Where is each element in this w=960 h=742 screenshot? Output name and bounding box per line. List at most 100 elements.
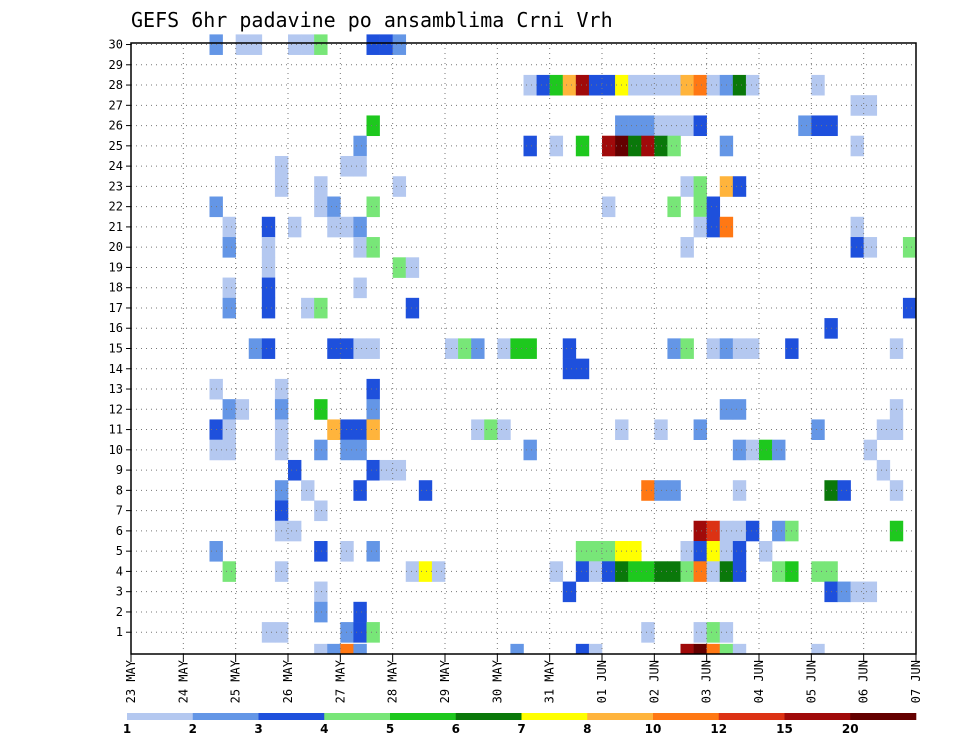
heatmap-cell <box>693 74 707 96</box>
heatmap-cell <box>523 439 537 461</box>
heatmap-cell <box>732 338 747 359</box>
heatmap-cell <box>902 237 917 258</box>
heatmap-cell <box>353 601 367 623</box>
heatmap-cell <box>706 622 721 643</box>
y-tick-label: 5 <box>116 544 123 558</box>
heatmap-cell <box>353 439 367 461</box>
colorbar-swatch <box>521 713 588 720</box>
y-tick-label: 9 <box>116 463 123 477</box>
x-tick-label: 07 JUN <box>909 660 923 703</box>
heatmap-cell <box>575 135 590 157</box>
heatmap-cell <box>327 419 341 440</box>
heatmap-cell <box>706 216 721 238</box>
heatmap-cell <box>706 541 721 562</box>
x-tick-label: 24 MAY <box>176 659 190 703</box>
x-tick-label: 28 MAY <box>386 659 400 703</box>
heatmap-cell <box>680 541 694 562</box>
x-tick-label: 23 MAY <box>124 659 138 703</box>
heatmap-cell <box>314 601 328 623</box>
heatmap-cell <box>261 237 276 258</box>
heatmap-cell <box>392 459 407 481</box>
heatmap-cell <box>693 176 707 197</box>
heatmap-cell <box>641 622 655 643</box>
heatmap-cell <box>301 34 315 55</box>
heatmap-cell <box>863 439 878 461</box>
heatmap-cell <box>261 297 276 319</box>
heatmap-cell <box>745 74 760 96</box>
x-tick-label: 27 MAY <box>333 659 347 703</box>
y-tick-label: 14 <box>109 362 123 376</box>
heatmap-cell <box>340 622 354 643</box>
heatmap-cell <box>261 277 276 299</box>
heatmap-cell <box>392 176 407 197</box>
heatmap-cell <box>667 115 681 137</box>
y-tick-label: 4 <box>116 564 123 578</box>
heatmap-cell <box>314 541 328 562</box>
heatmap-cell <box>693 216 707 238</box>
heatmap-cell <box>680 115 694 137</box>
heatmap-cell <box>680 338 694 359</box>
colorbar-label: 5 <box>386 722 394 736</box>
heatmap-cell <box>732 480 747 501</box>
y-tick-label: 27 <box>109 98 123 112</box>
heatmap-cell <box>628 561 642 582</box>
heatmap-cell <box>850 216 864 238</box>
colorbar-label: 15 <box>776 722 793 736</box>
heatmap-cell <box>706 561 721 582</box>
heatmap-cell <box>628 74 642 96</box>
heatmap-cell <box>510 643 524 655</box>
heatmap-cell <box>732 439 747 461</box>
heatmap-cell <box>811 561 825 582</box>
heatmap-cell <box>405 561 420 582</box>
heatmap-cell <box>366 541 380 562</box>
y-tick-label: 7 <box>116 504 123 518</box>
heatmap-cell <box>667 135 681 157</box>
heatmap-cell <box>863 237 878 258</box>
colorbar-label: 3 <box>254 722 262 736</box>
heatmap-cell <box>222 439 236 461</box>
colorbar-swatch <box>653 713 720 720</box>
heatmap-cell <box>902 297 917 319</box>
heatmap-cell <box>837 581 851 603</box>
heatmap-cell <box>837 480 851 501</box>
heatmap-cell <box>261 216 276 238</box>
heatmap-cell <box>327 196 341 218</box>
heatmap-cell <box>732 176 747 197</box>
heatmap-cell <box>876 419 891 440</box>
heatmap-cells <box>209 34 917 655</box>
x-tick-label: 02 JUN <box>647 660 661 703</box>
heatmap-cell <box>523 135 537 157</box>
heatmap-cell <box>641 480 655 501</box>
heatmap-cell <box>340 541 354 562</box>
heatmap-cell <box>261 338 276 359</box>
y-tick-label: 8 <box>116 483 123 497</box>
heatmap-cell <box>863 95 878 116</box>
x-tick-label: 06 JUN <box>857 660 871 703</box>
heatmap-cell <box>366 419 380 440</box>
heatmap-cell <box>261 622 276 643</box>
heatmap-cell <box>680 237 694 258</box>
y-tick-label: 28 <box>109 78 123 92</box>
heatmap-cell <box>667 561 681 582</box>
y-tick-label: 11 <box>109 423 123 437</box>
heatmap-cell <box>693 561 707 582</box>
heatmap-cell <box>288 216 302 238</box>
heatmap-cell <box>693 622 707 643</box>
y-tick-label: 2 <box>116 605 123 619</box>
heatmap-cell <box>811 643 825 655</box>
colorbar-swatch <box>127 713 194 720</box>
heatmap-cell <box>772 439 786 461</box>
heatmap-cell <box>602 561 616 582</box>
heatmap-cell <box>235 34 250 55</box>
heatmap-cell <box>602 74 616 96</box>
x-tick-label: 05 JUN <box>804 660 818 703</box>
y-tick-label: 20 <box>109 240 123 254</box>
heatmap-cell <box>314 439 328 461</box>
x-tick-label: 30 MAY <box>490 659 504 703</box>
heatmap-cell <box>772 561 786 582</box>
heatmap-cell <box>811 74 825 96</box>
heatmap-cell <box>366 34 380 55</box>
colorbar-swatch <box>850 713 917 720</box>
heatmap-cell <box>588 541 603 562</box>
heatmap-cell <box>497 338 511 359</box>
